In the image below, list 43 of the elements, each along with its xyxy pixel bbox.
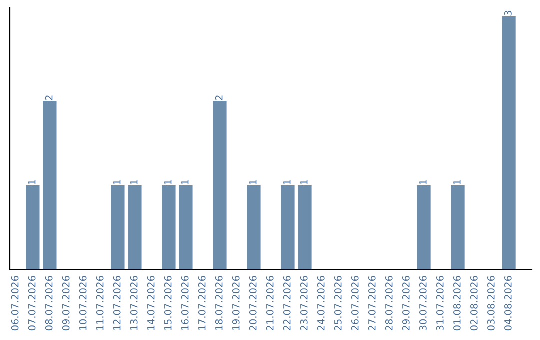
data-label: 1 <box>284 180 291 184</box>
x-tick-label: 17.07.2026 <box>198 276 206 330</box>
data-label: 1 <box>250 180 257 184</box>
x-tick-label: 10.07.2026 <box>79 276 87 330</box>
data-label: 1 <box>164 180 172 184</box>
x-tick-label: 04.08.2026 <box>504 276 512 331</box>
x-tick-label: 31.07.2026 <box>436 276 444 330</box>
x-tick-label: 09.07.2026 <box>62 276 70 331</box>
data-label: 1 <box>130 180 138 184</box>
x-tick-label: 27.07.2026 <box>368 276 376 331</box>
data-label: 2 <box>215 96 223 100</box>
x-tick-label: 13.07.2026 <box>130 276 138 330</box>
x-tick-label: 20.07.2026 <box>249 276 257 331</box>
data-label: 1 <box>182 180 189 184</box>
x-tick-label: 19.07.2026 <box>232 276 240 330</box>
x-tick-label: 16.07.2026 <box>181 276 189 330</box>
x-tick-label: 15.07.2026 <box>164 276 172 330</box>
x-tick-label: 26.07.2026 <box>351 276 359 331</box>
data-label: 1 <box>300 180 308 184</box>
x-tick-label: 18.07.2026 <box>215 276 223 330</box>
x-tick-label: 21.07.2026 <box>266 276 274 331</box>
x-tick-label: 06.07.2026 <box>11 276 19 331</box>
x-tick-label: 23.07.2026 <box>300 276 308 331</box>
x-tick-label: 30.07.2026 <box>419 276 427 330</box>
data-label: 1 <box>420 180 427 184</box>
data-label: 1 <box>28 180 36 184</box>
data-label: 3 <box>504 11 512 16</box>
x-tick-label: 22.07.2026 <box>283 276 291 331</box>
x-tick-label: 11.07.2026 <box>96 276 104 330</box>
x-tick-label: 02.08.2026 <box>470 276 478 331</box>
x-tick-label: 03.08.2026 <box>488 276 495 331</box>
data-label: 1 <box>454 180 461 184</box>
x-tick-label: 08.07.2026 <box>45 276 53 331</box>
data-label: 1 <box>114 180 121 184</box>
x-tick-label: 14.07.2026 <box>147 276 155 330</box>
x-tick-label: 07.07.2026 <box>28 276 36 331</box>
x-tick-label: 25.07.2026 <box>334 276 342 331</box>
x-tick-label: 01.08.2026 <box>454 276 461 331</box>
x-tick-label: 24.07.2026 <box>317 276 325 331</box>
x-tick-label: 28.07.2026 <box>385 276 393 331</box>
x-tick-label: 29.07.2026 <box>402 276 410 331</box>
data-label: 2 <box>45 96 53 100</box>
x-tick-label: 12.07.2026 <box>113 276 121 330</box>
